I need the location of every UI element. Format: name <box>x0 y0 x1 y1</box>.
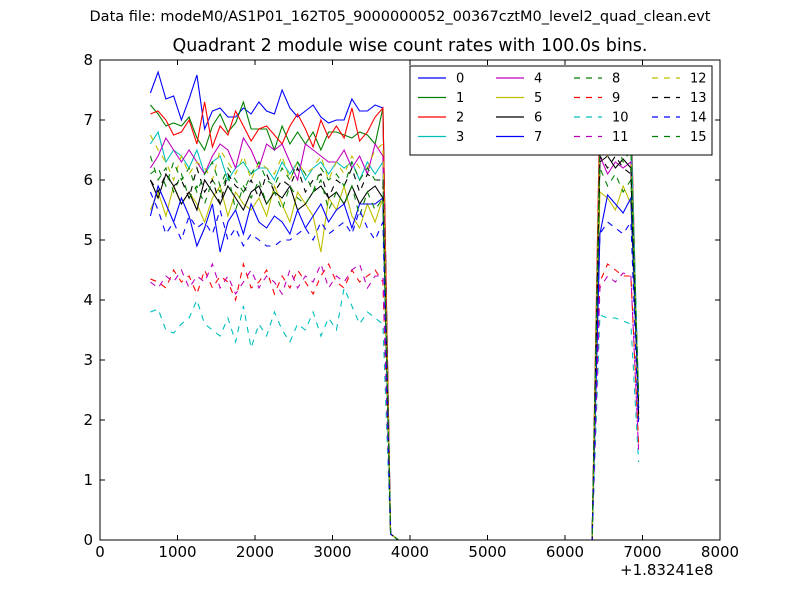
x-tick-label: 6000 <box>546 543 584 561</box>
series-line-14 <box>149 191 640 540</box>
chart-header: Data file: modeM0/AS1P01_162T05_90000000… <box>89 9 711 25</box>
legend-label-6: 6 <box>534 111 542 126</box>
series-line-9 <box>150 261 640 540</box>
x-tick-label: 3000 <box>313 543 351 561</box>
y-tick-label: 2 <box>83 411 93 429</box>
x-tick-label: 7000 <box>623 543 661 561</box>
legend-label-7: 7 <box>534 130 542 145</box>
series-line-12 <box>149 134 640 540</box>
y-tick-label: 3 <box>83 351 93 369</box>
legend-label-10: 10 <box>612 111 629 126</box>
y-tick-label: 4 <box>83 291 93 309</box>
y-tick-label: 7 <box>83 111 93 129</box>
legend-label-9: 9 <box>612 91 620 106</box>
x-tick-label: 8000 <box>701 543 739 561</box>
series-line-8 <box>149 155 640 540</box>
x-axis-offset-label: +1.83241e8 <box>620 561 714 579</box>
legend-label-12: 12 <box>690 72 707 87</box>
axis-ticks: 0 1000 2000 3000 4000 5000 6000 7000 80000123456… <box>83 51 739 561</box>
y-tick-label: 8 <box>83 51 93 69</box>
legend-box <box>409 65 713 156</box>
x-tick-label: 0 <box>95 543 105 561</box>
legend-label-0: 0 <box>456 72 464 87</box>
y-tick-label: 5 <box>83 231 93 249</box>
chart-title: Quadrant 2 module wise count rates with … <box>172 36 648 56</box>
series-line-13 <box>149 154 640 540</box>
x-tick-label: 4000 <box>391 543 429 561</box>
plot-lines <box>149 70 640 540</box>
x-tick-label: 2000 <box>236 543 274 561</box>
y-tick-label: 0 <box>83 531 93 549</box>
legend-label-8: 8 <box>612 72 620 87</box>
series-line-3 <box>149 121 640 540</box>
legend-label-3: 3 <box>456 130 464 145</box>
y-tick-label: 1 <box>83 471 93 489</box>
series-line-7 <box>149 184 640 540</box>
series-line-6 <box>149 155 640 540</box>
series-line-11 <box>150 262 640 540</box>
x-tick-label: 1000 <box>158 543 196 561</box>
legend-label-13: 13 <box>690 91 707 106</box>
legend-label-14: 14 <box>690 111 707 126</box>
legend-label-2: 2 <box>456 111 464 126</box>
legend-label-15: 15 <box>690 130 707 145</box>
legend-label-5: 5 <box>534 91 542 106</box>
series-line-10 <box>150 286 640 540</box>
legend-label-4: 4 <box>534 72 542 87</box>
legend-label-1: 1 <box>456 91 464 106</box>
x-tick-label: 5000 <box>468 543 506 561</box>
legend-label-11: 11 <box>612 130 629 145</box>
y-tick-label: 6 <box>83 171 93 189</box>
